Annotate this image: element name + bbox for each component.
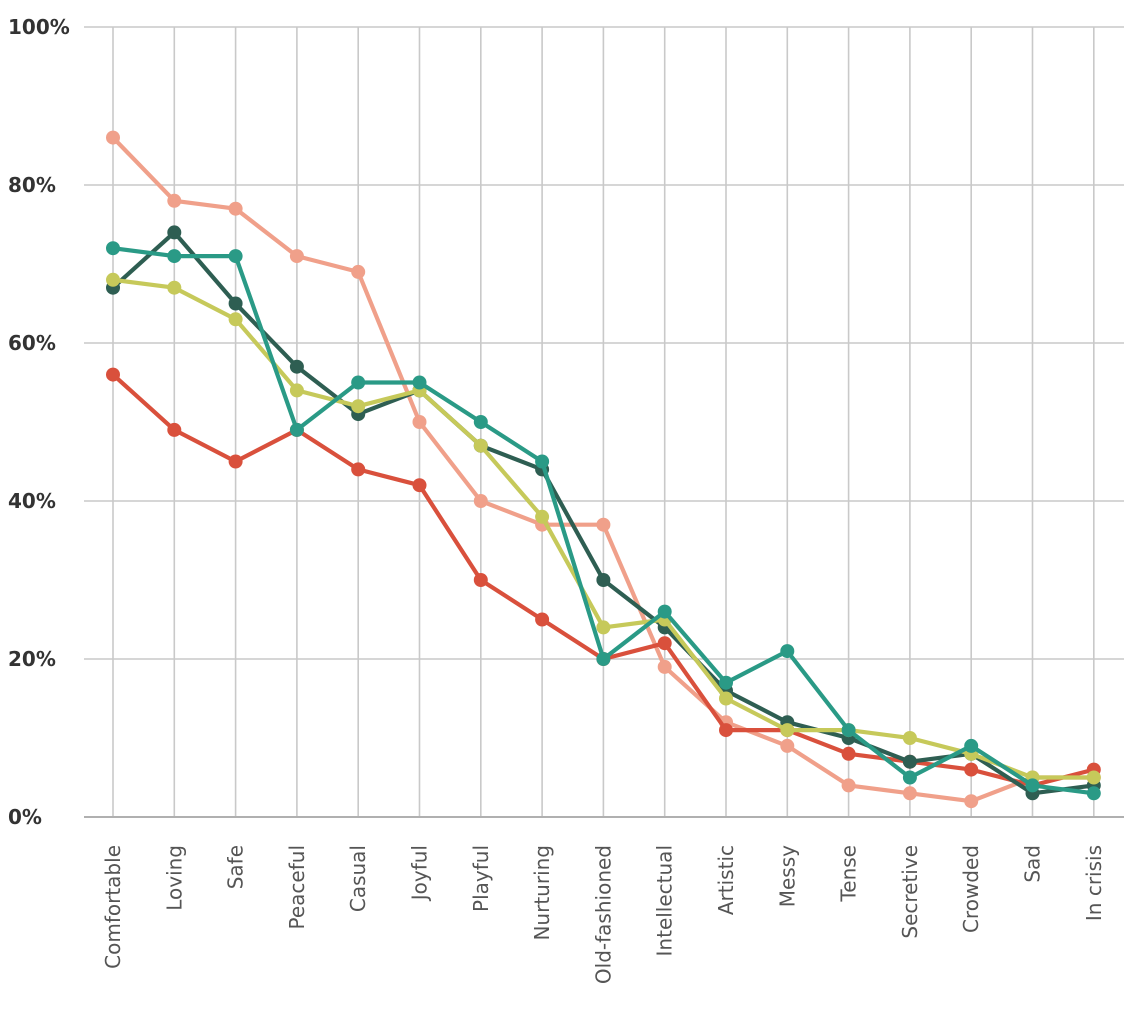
data-point-1-14 [964,762,979,777]
data-point-3-10 [719,691,733,706]
data-point-2-13 [902,754,917,769]
data-point-4-2 [228,249,243,264]
x-tick-label-6: Playful [469,845,493,912]
data-point-4-9 [657,604,672,619]
data-point-0-6 [473,494,488,508]
x-tick-label-4: Casual [346,845,370,912]
data-point-4-14 [964,738,979,753]
data-point-0-13 [902,786,917,801]
data-point-4-1 [167,249,182,264]
data-point-2-3 [289,359,304,374]
x-tick-label-7: Nurturing [530,845,554,941]
data-point-1-0 [106,367,120,382]
data-point-3-11 [780,723,795,738]
data-point-0-1 [167,193,182,208]
data-point-4-10 [719,675,733,690]
x-tick-label-5: Joyful [408,845,432,902]
y-tick-label-100: 100% [8,15,70,39]
series-layer [106,130,1101,809]
data-point-0-3 [289,249,304,264]
data-point-1-9 [657,636,672,651]
x-tick-label-10: Artistic [714,845,738,915]
data-point-4-4 [351,375,366,390]
data-point-0-0 [106,130,120,145]
data-point-1-10 [719,723,733,738]
data-point-3-4 [351,399,366,414]
data-point-1-5 [412,478,427,493]
data-point-1-6 [473,573,488,587]
data-point-3-13 [902,731,917,745]
y-tick-label-60: 60% [8,331,56,355]
x-axis: Comfortable Loving Safe Peaceful Casual Joyfu… [101,845,1106,984]
data-point-3-8 [596,620,611,635]
data-point-1-7 [535,612,550,627]
data-point-4-13 [902,770,917,785]
x-tick-label-1: Loving [162,845,186,911]
data-point-0-4 [351,264,366,279]
x-tick-label-0: Comfortable [101,845,125,969]
data-point-0-8 [596,517,611,532]
data-point-3-2 [228,312,243,327]
data-point-3-3 [289,383,304,398]
y-tick-label-20: 20% [8,647,56,671]
data-point-4-8 [596,652,611,666]
data-point-4-5 [412,375,427,390]
data-point-0-9 [657,659,672,674]
data-point-0-11 [780,738,795,753]
data-point-4-12 [841,723,856,738]
data-point-3-0 [106,272,120,287]
y-axis: 0% 20% 40% 60% 80% 100% [8,15,70,829]
x-tick-label-8: Old-fashioned [591,845,615,984]
data-point-4-3 [289,422,304,437]
y-tick-label-80: 80% [8,173,56,197]
data-point-4-11 [780,644,795,659]
series-4 [106,241,1101,801]
x-tick-label-9: Intellectual [653,845,677,956]
x-tick-label-16: In crisis [1082,845,1106,921]
data-point-0-2 [228,201,243,216]
data-point-4-6 [473,415,488,429]
data-point-3-1 [167,280,182,295]
x-tick-label-13: Secretive [898,845,922,939]
data-point-1-2 [228,454,243,469]
data-point-1-1 [167,422,182,437]
y-tick-label-0: 0% [8,805,42,829]
data-point-2-1 [167,225,182,240]
x-tick-label-2: Safe [224,845,248,889]
data-point-2-2 [228,296,243,311]
grid [84,26,1124,818]
data-point-1-12 [841,746,856,761]
y-tick-label-40: 40% [8,489,56,513]
data-point-0-12 [841,778,856,793]
x-tick-label-11: Messy [775,845,799,907]
data-point-3-7 [535,509,550,524]
data-point-4-0 [106,241,120,256]
data-point-4-15 [1025,778,1040,793]
data-point-3-16 [1086,770,1101,785]
data-point-0-5 [412,415,427,429]
x-tick-label-3: Peaceful [285,845,309,929]
data-point-2-8 [596,573,611,587]
x-tick-label-12: Tense [837,845,861,903]
data-point-4-16 [1086,786,1101,801]
data-point-0-14 [964,794,979,809]
x-tick-label-14: Crowded [959,845,983,933]
data-point-1-4 [351,462,366,477]
data-point-3-6 [473,438,488,453]
data-point-4-7 [535,454,550,469]
x-tick-label-15: Sad [1021,845,1045,883]
